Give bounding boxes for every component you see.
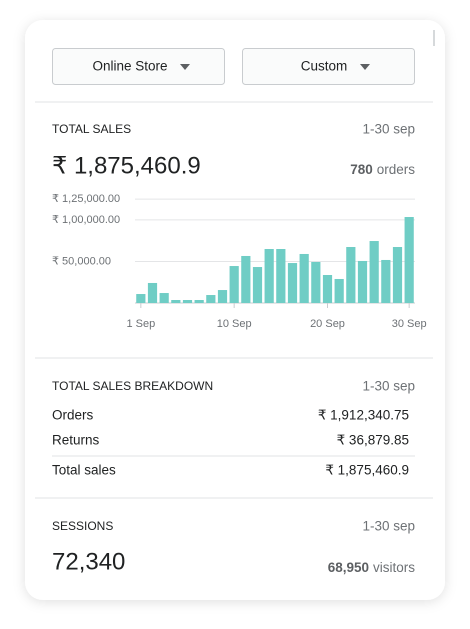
bar <box>264 249 274 303</box>
visitors-count: 68,950 <box>328 560 369 575</box>
section-title: TOTAL SALES BREAKDOWN <box>52 379 213 393</box>
bar <box>346 247 356 303</box>
bar <box>217 290 228 303</box>
x-tick-label: 20 Sep <box>310 318 345 330</box>
bar <box>147 282 158 303</box>
dropdown-label[interactable]: Online Store <box>92 59 167 74</box>
row-value: ₹ 36,879.85 <box>337 433 409 448</box>
bar <box>311 261 321 303</box>
bar <box>252 267 263 303</box>
sales-chart: ₹ 50,000.00 ₹ 1,00,000.00 ₹ 1,25,000.00 1 S… <box>52 193 427 330</box>
section-title: SESSIONS <box>52 519 113 533</box>
caret <box>360 64 370 70</box>
bar <box>194 300 204 303</box>
sessions-count: 72,340 <box>52 548 125 575</box>
bar <box>357 260 368 303</box>
bar <box>206 295 216 303</box>
bar <box>381 259 391 303</box>
row-label: Total sales <box>52 463 116 478</box>
y-tick-label: ₹ 50,000.00 <box>52 255 111 267</box>
x-tick-label: 30 Sep <box>392 318 427 330</box>
row-label: Orders <box>52 408 94 423</box>
bar <box>322 275 333 303</box>
orders-label: orders <box>377 162 416 177</box>
bar <box>136 294 146 303</box>
dropdown-box[interactable] <box>242 48 415 85</box>
range-dropdown[interactable]: Custom <box>242 48 415 85</box>
bar <box>299 253 309 303</box>
caret <box>180 64 190 70</box>
dropdown-label[interactable]: Custom <box>301 59 348 74</box>
card <box>25 20 445 600</box>
bar <box>241 255 251 303</box>
dropdown-box[interactable] <box>52 48 225 85</box>
x-tick-label: 1 Sep <box>126 318 155 330</box>
visitors-label: visitors <box>373 560 415 575</box>
total-amount: ₹ 1,875,460.9 <box>52 152 201 179</box>
orders: 780 orders <box>350 162 415 177</box>
row-value: ₹ 1,912,340.75 <box>318 408 409 423</box>
bar <box>171 300 181 303</box>
visitors: 68,950 visitors <box>328 560 416 575</box>
row-value: ₹ 1,875,460.9 <box>325 463 409 478</box>
bar <box>182 300 193 303</box>
store-dropdown[interactable]: Online Store <box>52 48 225 85</box>
y-tick-label: ₹ 1,00,000.00 <box>52 214 120 226</box>
bar <box>334 278 344 303</box>
bar <box>159 293 169 303</box>
row-label: Returns <box>52 433 100 448</box>
bar <box>287 263 298 303</box>
x-tick-label: 10 Sep <box>217 318 252 330</box>
period: 1-30 sep <box>362 379 415 394</box>
bar <box>404 217 414 303</box>
period: 1-30 sep <box>362 519 415 534</box>
bar <box>392 247 403 303</box>
bar <box>229 266 239 303</box>
bar <box>276 249 286 303</box>
orders-count: 780 <box>350 162 373 177</box>
y-tick-label: ₹ 1,25,000.00 <box>52 193 120 205</box>
period: 1-30 sep <box>362 122 415 137</box>
bar <box>369 241 379 303</box>
section-title: TOTAL SALES <box>52 122 131 136</box>
